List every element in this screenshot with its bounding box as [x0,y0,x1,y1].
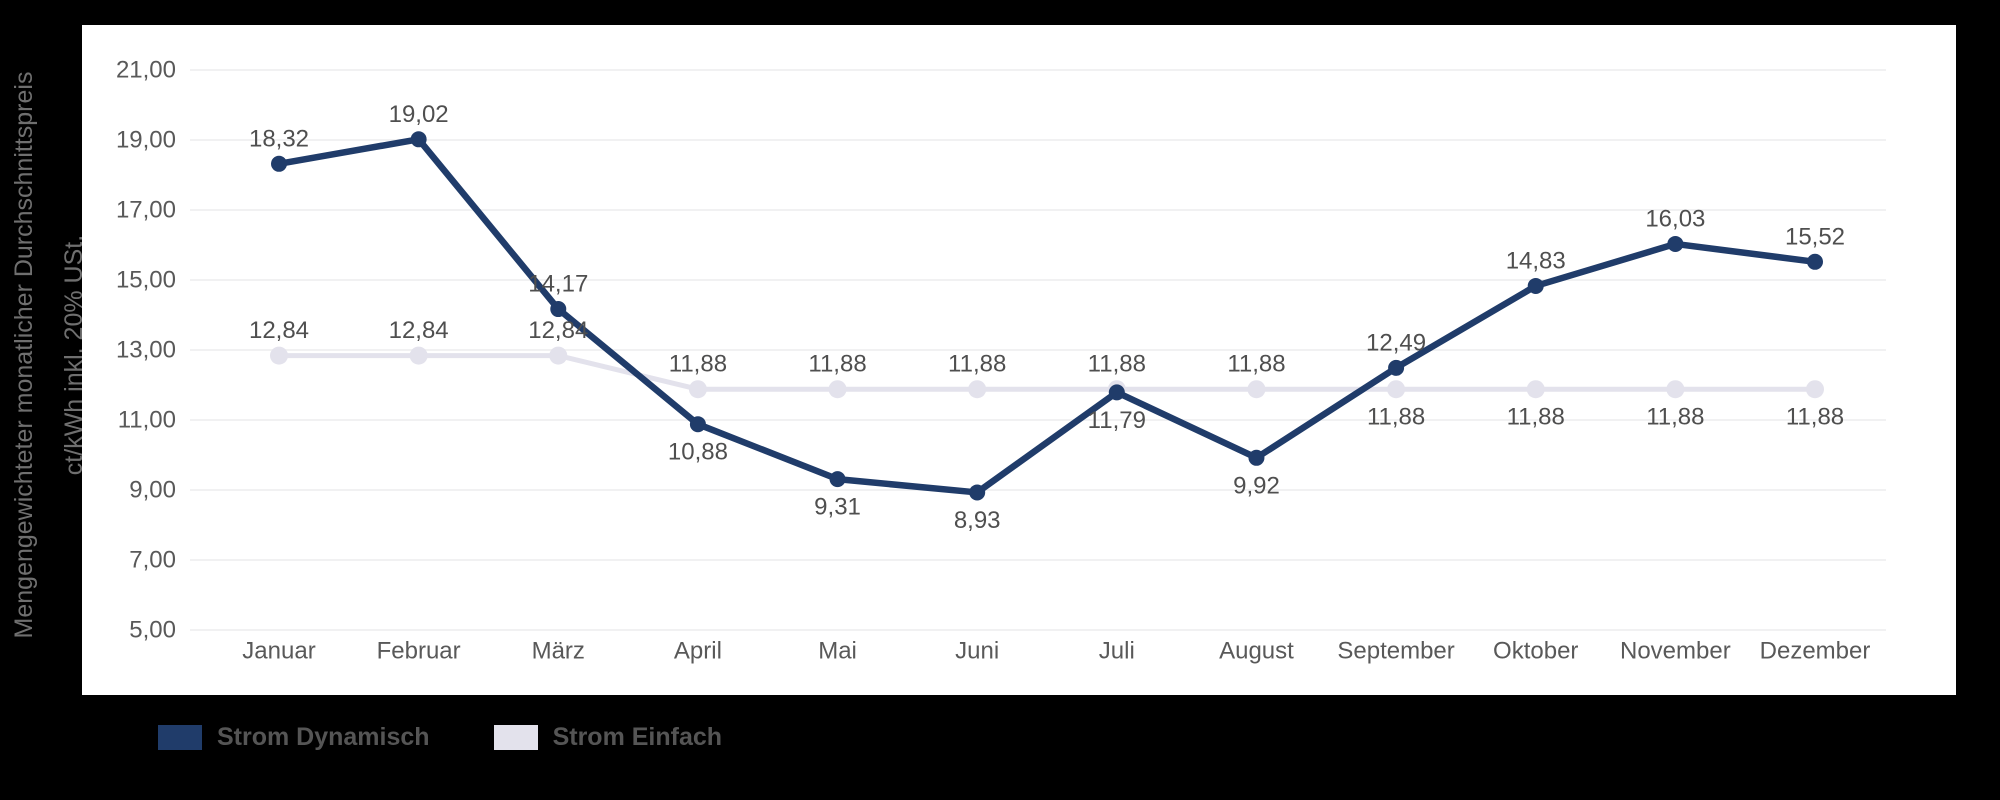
legend-label-strom-einfach: Strom Einfach [552,723,723,751]
x-tick-label: September [1337,638,1454,665]
data-label: 11,88 [948,351,1006,378]
data-label: 12,49 [1366,329,1426,356]
data-label: 11,88 [1507,404,1565,431]
x-tick-label: Mai [818,638,857,665]
y-tick-label: 17,00 [116,197,176,224]
data-label: 12,84 [389,317,449,344]
data-point-strom-dynamisch [1108,384,1125,401]
y-tick-label: 13,00 [116,337,176,364]
data-label: 11,88 [1786,404,1844,431]
data-point-strom-einfach [1387,380,1406,399]
data-point-strom-einfach [549,346,568,365]
y-tick-label: 11,00 [118,407,176,434]
data-label: 11,88 [808,351,866,378]
data-point-strom-dynamisch [1388,359,1405,376]
data-point-strom-dynamisch [1248,449,1265,466]
data-label: 9,92 [1233,472,1280,499]
series-line-strom-dynamisch [275,136,1819,496]
x-tick-label: Februar [377,638,461,665]
data-point-strom-dynamisch [829,471,846,488]
x-tick-label: Dezember [1760,638,1871,665]
data-point-strom-einfach [828,380,847,399]
data-point-strom-einfach [1526,380,1545,399]
x-tick-label: April [674,638,722,665]
data-label: 18,32 [249,125,309,152]
data-label: 11,79 [1088,407,1146,434]
data-point-strom-dynamisch [1667,235,1684,252]
data-label: 11,88 [1367,404,1425,431]
data-label: 19,02 [389,101,449,128]
data-label: 12,84 [249,317,309,344]
legend-label-strom-dynamisch: Strom Dynamisch [217,723,430,751]
y-tick-label: 15,00 [116,267,176,294]
legend-item-strom-dynamisch[interactable]: Strom Dynamisch [158,723,430,752]
data-point-strom-einfach [1806,380,1824,399]
data-point-strom-einfach [968,380,987,399]
x-tick-label: August [1219,638,1294,665]
data-label: 11,88 [1088,351,1146,378]
y-tick-label: 5,00 [129,617,176,644]
y-tick-label: 19,00 [116,127,176,154]
data-label: 9,31 [814,494,861,521]
data-point-strom-einfach [1247,380,1266,399]
data-point-strom-einfach [1666,380,1685,399]
data-point-strom-dynamisch [550,301,567,318]
data-label: 10,88 [668,439,728,466]
data-label: 11,88 [1227,351,1285,378]
data-point-strom-dynamisch [969,484,986,501]
data-label: 8,93 [954,507,1001,534]
data-point-strom-einfach [270,346,288,365]
x-tick-label: Juli [1099,638,1135,665]
data-point-strom-einfach [688,380,707,399]
chart-legend: Strom Dynamisch Strom Einfach [158,723,786,752]
data-point-strom-einfach [409,346,428,365]
data-point-strom-dynamisch [1807,253,1823,270]
y-tick-label: 7,00 [129,547,176,574]
data-point-strom-dynamisch [1527,277,1544,294]
x-tick-label: Juni [955,638,999,665]
legend-swatch-strom-dynamisch [158,725,202,750]
data-label: 15,52 [1785,223,1845,250]
data-point-strom-dynamisch [689,416,706,433]
data-label: 16,03 [1645,205,1705,232]
x-tick-label: Januar [242,638,315,665]
chart-card: 5,00 7,00 9,00 11,00 13,00 15,00 17,00 19,00 21,… [82,25,1956,695]
legend-item-strom-einfach[interactable]: Strom Einfach [493,723,723,752]
x-tick-label: März [532,638,585,665]
data-label: 14,17 [528,271,588,298]
x-tick-label: November [1620,638,1731,665]
data-point-strom-dynamisch [271,155,287,172]
data-label: 12,84 [528,317,588,344]
y-tick-label: 21,00 [116,57,176,84]
y-axis-title-line1: Mengengewichteter monatlicher Durchschni… [10,71,38,639]
data-label: 14,83 [1506,247,1566,274]
x-tick-label: Oktober [1493,638,1578,665]
series-line-strom-einfach [276,353,1818,392]
data-point-strom-dynamisch [410,131,427,148]
line-chart: 5,00 7,00 9,00 11,00 13,00 15,00 17,00 19,00 21,… [116,57,1886,665]
data-label: 11,88 [669,351,727,378]
legend-swatch-strom-einfach [493,725,538,750]
data-label: 11,88 [1646,404,1704,431]
y-tick-label: 9,00 [129,477,176,504]
